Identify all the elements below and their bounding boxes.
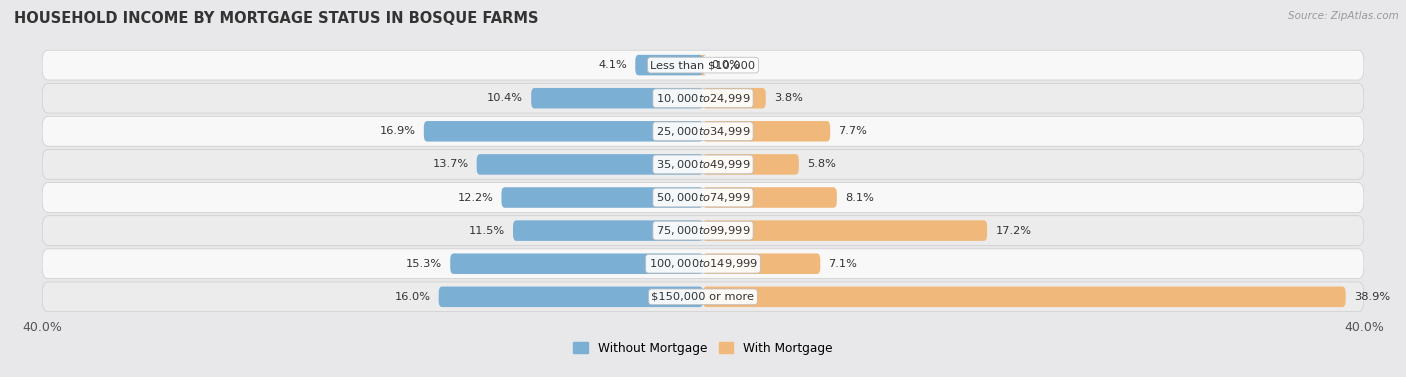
FancyBboxPatch shape [703, 88, 766, 109]
Text: 7.1%: 7.1% [828, 259, 858, 269]
Text: 15.3%: 15.3% [406, 259, 441, 269]
FancyBboxPatch shape [703, 121, 830, 142]
Text: 8.1%: 8.1% [845, 193, 875, 202]
FancyBboxPatch shape [636, 55, 703, 75]
FancyBboxPatch shape [450, 253, 703, 274]
Text: 16.0%: 16.0% [395, 292, 430, 302]
Text: 3.8%: 3.8% [775, 93, 803, 103]
FancyBboxPatch shape [700, 55, 706, 75]
Text: 7.7%: 7.7% [838, 126, 868, 136]
Text: $50,000 to $74,999: $50,000 to $74,999 [655, 191, 751, 204]
Text: 17.2%: 17.2% [995, 225, 1032, 236]
Text: 38.9%: 38.9% [1354, 292, 1391, 302]
FancyBboxPatch shape [531, 88, 703, 109]
Text: HOUSEHOLD INCOME BY MORTGAGE STATUS IN BOSQUE FARMS: HOUSEHOLD INCOME BY MORTGAGE STATUS IN B… [14, 11, 538, 26]
Text: 16.9%: 16.9% [380, 126, 416, 136]
Text: 5.8%: 5.8% [807, 159, 837, 169]
Text: $150,000 or more: $150,000 or more [651, 292, 755, 302]
Text: 13.7%: 13.7% [432, 159, 468, 169]
FancyBboxPatch shape [42, 50, 1364, 80]
FancyBboxPatch shape [42, 249, 1364, 279]
FancyBboxPatch shape [439, 287, 703, 307]
Text: 4.1%: 4.1% [599, 60, 627, 70]
Text: $100,000 to $149,999: $100,000 to $149,999 [648, 257, 758, 270]
FancyBboxPatch shape [42, 150, 1364, 179]
Text: 10.4%: 10.4% [486, 93, 523, 103]
FancyBboxPatch shape [42, 83, 1364, 113]
Text: $10,000 to $24,999: $10,000 to $24,999 [655, 92, 751, 105]
Text: 0.0%: 0.0% [711, 60, 740, 70]
FancyBboxPatch shape [42, 216, 1364, 245]
FancyBboxPatch shape [703, 187, 837, 208]
FancyBboxPatch shape [42, 182, 1364, 212]
FancyBboxPatch shape [703, 220, 987, 241]
Text: $35,000 to $49,999: $35,000 to $49,999 [655, 158, 751, 171]
Text: 12.2%: 12.2% [457, 193, 494, 202]
Legend: Without Mortgage, With Mortgage: Without Mortgage, With Mortgage [568, 337, 838, 360]
FancyBboxPatch shape [42, 282, 1364, 312]
Text: 11.5%: 11.5% [468, 225, 505, 236]
Text: Less than $10,000: Less than $10,000 [651, 60, 755, 70]
Text: $25,000 to $34,999: $25,000 to $34,999 [655, 125, 751, 138]
FancyBboxPatch shape [703, 287, 1346, 307]
FancyBboxPatch shape [513, 220, 703, 241]
Text: Source: ZipAtlas.com: Source: ZipAtlas.com [1288, 11, 1399, 21]
FancyBboxPatch shape [703, 253, 820, 274]
FancyBboxPatch shape [502, 187, 703, 208]
FancyBboxPatch shape [477, 154, 703, 175]
FancyBboxPatch shape [42, 116, 1364, 146]
FancyBboxPatch shape [423, 121, 703, 142]
Text: $75,000 to $99,999: $75,000 to $99,999 [655, 224, 751, 237]
FancyBboxPatch shape [703, 154, 799, 175]
